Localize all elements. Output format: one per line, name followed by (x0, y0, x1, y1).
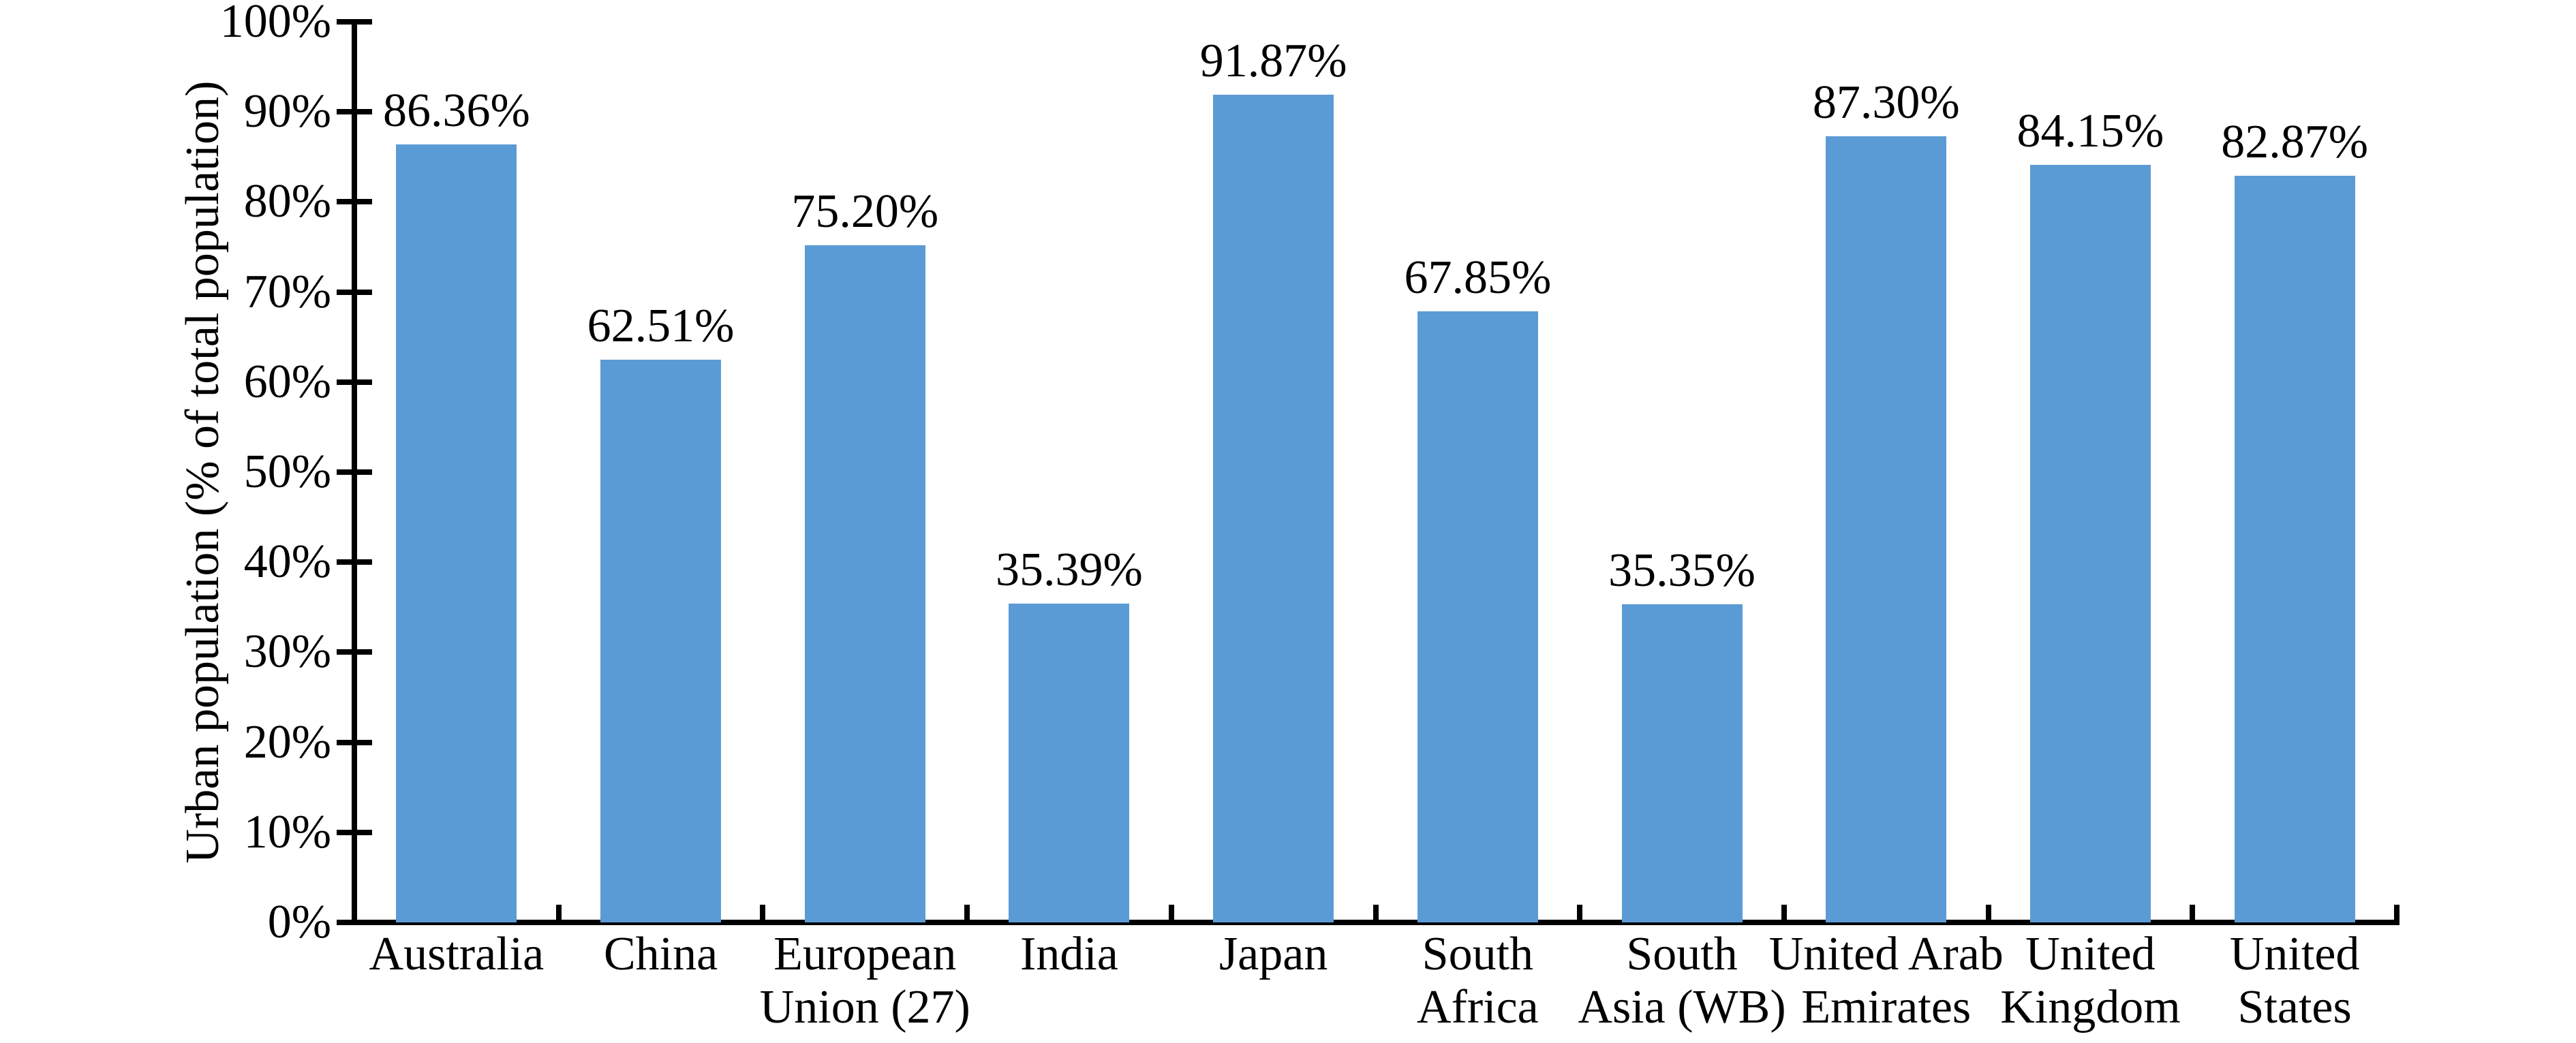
category-label-line: Japan (1218, 928, 1328, 980)
y-tick-label-0: 0% (267, 896, 331, 948)
value-label-australia: 86.36% (382, 84, 530, 138)
x-tick-boundary-2 (760, 905, 766, 920)
y-tick-label-80: 80% (243, 175, 331, 228)
y-tick-label-30: 30% (243, 625, 331, 679)
y-tick-label-100: 100% (219, 0, 331, 48)
x-tick-boundary-9 (2190, 905, 2196, 920)
x-tick-boundary-8 (1985, 905, 1991, 920)
x-tick-boundary-1 (555, 905, 562, 920)
bar-united-kingdom (2029, 164, 2151, 922)
y-tick-label-90: 90% (243, 85, 331, 138)
category-label-line: Union (27) (759, 981, 970, 1033)
category-label-japan: Japan (1219, 928, 1328, 981)
value-label-united-states: 82.87% (2221, 116, 2369, 169)
y-tick-label-50: 50% (243, 446, 331, 498)
y-tick-0 (337, 920, 372, 925)
y-tick-70 (337, 289, 372, 295)
x-axis-line (352, 920, 2399, 925)
category-label-line: India (1020, 928, 1118, 980)
value-label-india: 35.39% (996, 544, 1143, 597)
bar-south-asia-wb (1621, 604, 1743, 922)
bar-south-africa (1417, 311, 1538, 922)
category-label-australia: Australia (369, 928, 545, 981)
bar-european-union-27 (804, 245, 925, 922)
y-tick-label-40: 40% (243, 535, 331, 589)
bar-united-states (2234, 176, 2355, 922)
category-label-line: South (1422, 928, 1534, 980)
category-label-line: United (2229, 928, 2360, 980)
x-tick-boundary-5 (1373, 905, 1379, 920)
category-label-line: South (1626, 928, 1738, 980)
category-label-line: United (2025, 928, 2156, 980)
bar-india (1009, 604, 1130, 922)
y-tick-label-60: 60% (243, 355, 331, 408)
x-tick-boundary-7 (1781, 905, 1787, 920)
category-label-united-kingdom: United Kingdom (2000, 928, 2180, 1034)
category-label-south-africa: South Africa (1417, 928, 1539, 1034)
bar-japan (1213, 95, 1334, 922)
category-label-united-arab-emirates: United Arab Emirates (1769, 928, 2004, 1034)
value-label-china: 62.51% (587, 299, 735, 352)
category-label-line: Australia (369, 928, 545, 980)
y-tick-label-20: 20% (243, 715, 331, 768)
y-tick-label-10: 10% (243, 805, 331, 858)
category-label-line: States (2237, 981, 2352, 1033)
category-label-line: Kingdom (2000, 981, 2181, 1033)
category-label-india: India (1020, 928, 1118, 981)
value-label-united-kingdom: 84.15% (2017, 104, 2164, 157)
category-label-line: China (603, 928, 718, 980)
value-label-south-africa: 67.85% (1404, 251, 1552, 305)
y-tick-20 (337, 739, 372, 745)
y-tick-60 (337, 379, 372, 385)
category-label-south-asia-wb: South Asia (WB) (1578, 928, 1785, 1034)
category-label-line: United Arab (1768, 928, 2004, 980)
category-label-line: Africa (1416, 981, 1539, 1033)
category-label-line: Asia (WB) (1578, 981, 1786, 1033)
category-label-china: China (604, 928, 718, 981)
bar-china (600, 359, 722, 922)
category-label-line: European (773, 928, 957, 980)
value-label-south-asia-wb: 35.35% (1608, 544, 1755, 597)
x-tick-boundary-4 (1168, 905, 1174, 920)
bar-united-arab-emirates (1826, 136, 1947, 922)
y-tick-100 (337, 19, 372, 25)
x-tick-boundary-6 (1577, 905, 1583, 920)
y-tick-label-70: 70% (243, 265, 331, 318)
category-label-line: Emirates (1801, 981, 1972, 1033)
y-tick-10 (337, 829, 372, 835)
y-tick-90 (337, 109, 372, 115)
y-tick-80 (337, 199, 372, 205)
y-tick-30 (337, 649, 372, 655)
value-label-united-arab-emirates: 87.30% (1812, 76, 1960, 129)
y-tick-50 (337, 469, 372, 475)
x-tick-boundary-10 (2394, 905, 2399, 920)
category-label-european-union-27: European Union (27) (760, 928, 970, 1034)
value-label-japan: 91.87% (1199, 35, 1347, 88)
category-label-united-states: United States (2230, 928, 2360, 1034)
value-label-european-union-27: 75.20% (791, 185, 939, 238)
x-tick-boundary-3 (964, 905, 970, 920)
y-tick-40 (337, 559, 372, 565)
bar-australia (396, 144, 517, 922)
